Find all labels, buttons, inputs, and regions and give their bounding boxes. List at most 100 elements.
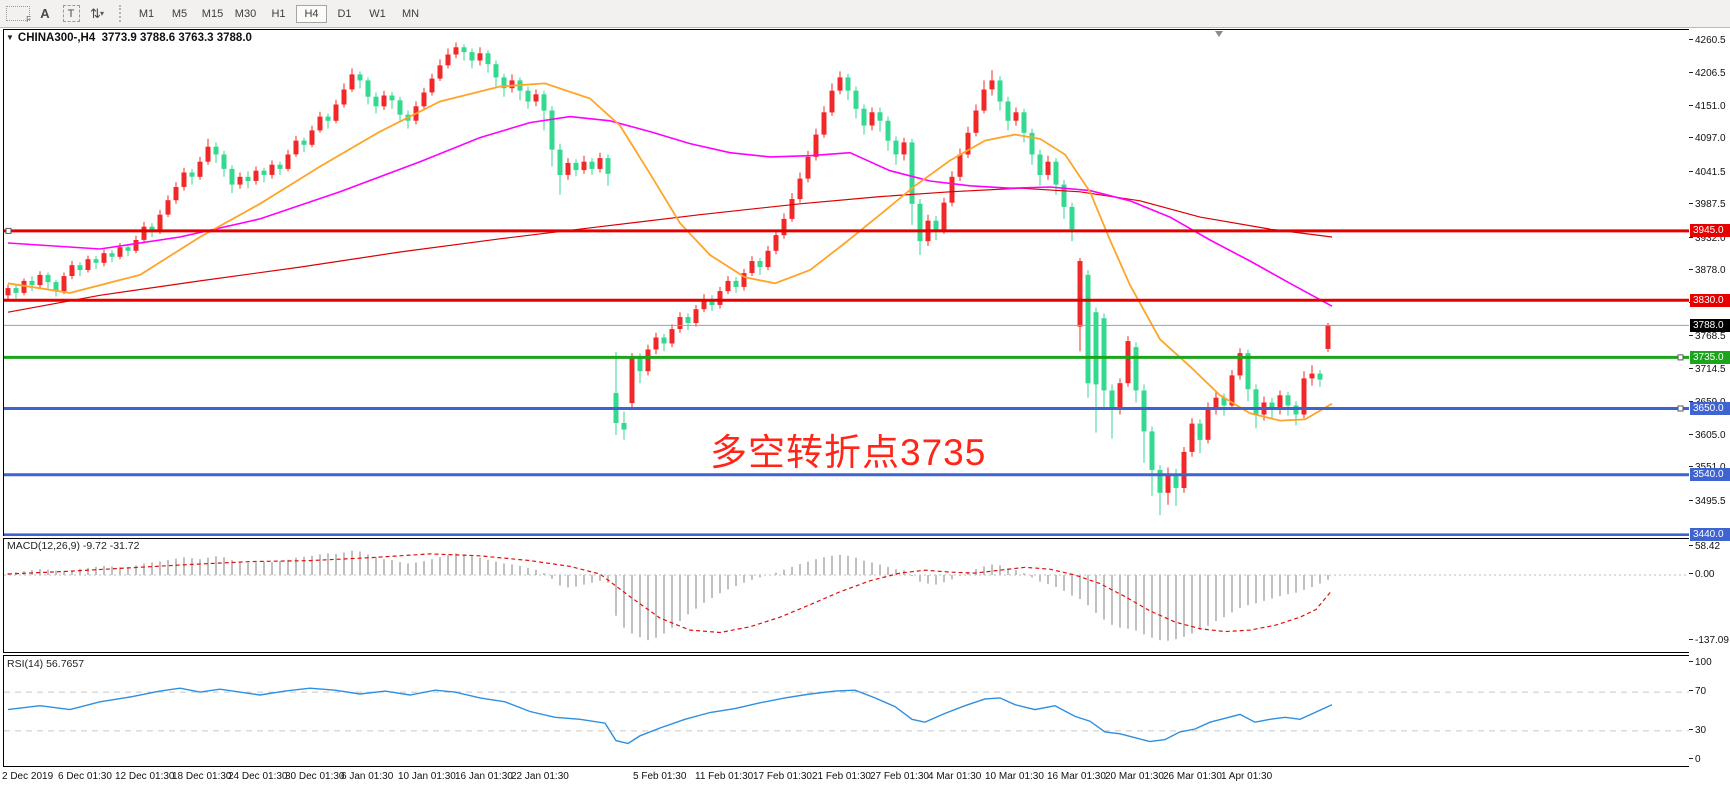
price-tick-3495.5: 3495.5: [1689, 496, 1730, 508]
timeframe-button-m15[interactable]: M15: [201, 7, 224, 20]
price-badge-3945.0: 3945.0: [1690, 224, 1730, 238]
candle-body: [1005, 101, 1011, 121]
candle-body: [341, 89, 347, 105]
price-pane-border: [3, 29, 1690, 536]
arrows-tool-icon: ⇅: [90, 5, 101, 21]
time-label: 17 Feb 01:30: [753, 771, 812, 782]
time-label: 16 Mar 01:30: [1047, 771, 1106, 782]
candle-body: [77, 265, 83, 270]
timeframe-button-m1[interactable]: M1: [138, 7, 155, 20]
textbox-tool-wrap[interactable]: T: [60, 4, 82, 24]
timeframe-button-h4[interactable]: H4: [296, 4, 327, 23]
hline-handle-3650[interactable]: [1677, 405, 1684, 412]
font-tool-icon[interactable]: A: [40, 6, 50, 21]
candle-body: [669, 329, 675, 344]
price-badge-3830.0: 3830.0: [1690, 293, 1730, 307]
candle-body: [757, 261, 763, 267]
hline-handle-3945[interactable]: [5, 227, 12, 234]
timeframe-button-h1[interactable]: H1: [271, 7, 286, 20]
candle-body: [365, 80, 371, 97]
candle-body: [1229, 375, 1235, 406]
price-tick-3768.5: 3768.5: [1689, 331, 1730, 343]
time-label: 26 Mar 01:30: [1163, 771, 1222, 782]
candle-body: [509, 80, 515, 89]
chart-annotation[interactable]: 多空转折点3735: [710, 432, 987, 473]
rsi-pane[interactable]: [4, 687, 1689, 745]
chart-title[interactable]: ▼ CHINA300-,H4 3773.9 3788.6 3763.3 3788.…: [6, 32, 252, 44]
candle-body: [605, 158, 611, 174]
candle-body: [685, 317, 691, 323]
candle-body: [581, 161, 587, 171]
symbol-ohlc-readout: 3773.9 3788.6 3763.3 3788.0: [101, 32, 252, 44]
candle-body: [317, 116, 323, 131]
candle-body: [1253, 389, 1259, 415]
candle-body: [645, 349, 651, 372]
candle-body: [437, 65, 443, 79]
candle-body: [917, 203, 923, 242]
time-label: 10 Jan 01:30: [398, 771, 456, 782]
candle-body: [861, 108, 867, 126]
time-label: 30 Dec 01:30: [285, 771, 345, 782]
candle-body: [1157, 469, 1163, 493]
arrows-tool-button[interactable]: ⇅ ▾: [86, 4, 108, 24]
candle-body: [829, 90, 835, 113]
dotted-frame-icon[interactable]: F: [6, 6, 31, 24]
candle-body: [29, 280, 35, 286]
timeframe-button-m5[interactable]: M5: [171, 7, 188, 20]
candle-body: [157, 214, 163, 231]
timeframe-button-d1[interactable]: D1: [337, 7, 352, 20]
candle-body: [653, 337, 659, 350]
timeframe-button-w1[interactable]: W1: [369, 7, 386, 20]
candle-body: [1093, 312, 1099, 385]
candle-body: [93, 259, 99, 263]
symbol-name: CHINA300-,H4: [17, 32, 96, 44]
dotted-frame-icon-label: F: [26, 15, 31, 24]
candle-body: [981, 89, 987, 111]
candle-body: [189, 172, 195, 177]
timeframe-button-mn[interactable]: MN: [401, 7, 420, 20]
candle-body: [773, 235, 779, 251]
candle-body: [1069, 206, 1075, 230]
candle-body: [821, 112, 827, 135]
candle-body: [1061, 184, 1067, 207]
candle-body: [165, 200, 171, 215]
candle-body: [237, 176, 243, 185]
candle-body: [1029, 132, 1035, 155]
price-tick-3878.0: 3878.0: [1689, 265, 1730, 277]
price-tick-4206.5: 4206.5: [1689, 68, 1730, 80]
price-badge-3540.0: 3540.0: [1690, 468, 1730, 482]
timeframe-button-m30[interactable]: M30: [234, 7, 257, 20]
candle-body: [1053, 161, 1059, 185]
candle-body: [853, 90, 859, 109]
candle-body: [389, 95, 395, 101]
time-axis[interactable]: 2 Dec 2019 6 Dec 01:30 12 Dec 01:30 18 Dec …: [0, 768, 1730, 790]
symbol-dropdown-icon[interactable]: ▼: [6, 33, 14, 42]
candle-body: [125, 247, 131, 251]
candle-body: [1269, 402, 1275, 410]
candle-body: [301, 140, 307, 145]
candle-body: [101, 253, 107, 263]
macd-pane[interactable]: [4, 550, 1689, 641]
candle-body: [1285, 395, 1291, 406]
candle-body: [725, 280, 731, 292]
macd-signal-line: [7, 553, 1333, 634]
chart-canvas[interactable]: [0, 28, 1690, 768]
candle-body: [141, 226, 147, 240]
candle-body: [149, 226, 155, 231]
candle-body: [965, 132, 971, 155]
rsi-pane-border: [3, 655, 1690, 767]
hline-handle-3735[interactable]: [1677, 354, 1684, 361]
price-pane[interactable]: [4, 31, 1689, 536]
price-badge-3440.0: 3440.0: [1690, 528, 1730, 542]
candle-body: [661, 337, 667, 344]
price-tick-4041.5: 4041.5: [1689, 167, 1730, 179]
candle-body: [733, 280, 739, 287]
chart-area[interactable]: ▼ CHINA300-,H4 3773.9 3788.6 3763.3 3788.…: [0, 28, 1690, 768]
candle-body: [549, 110, 555, 150]
candle-body: [565, 162, 571, 175]
candle-body: [485, 53, 491, 65]
time-label: 16 Jan 01:30: [455, 771, 513, 782]
time-label: 6 Dec 01:30: [58, 771, 112, 782]
price-axis[interactable]: 4260.5 4206.5 4151.0 4097.0 4041.5 3987.5 3932…: [1689, 28, 1730, 768]
candle-body: [949, 176, 955, 203]
